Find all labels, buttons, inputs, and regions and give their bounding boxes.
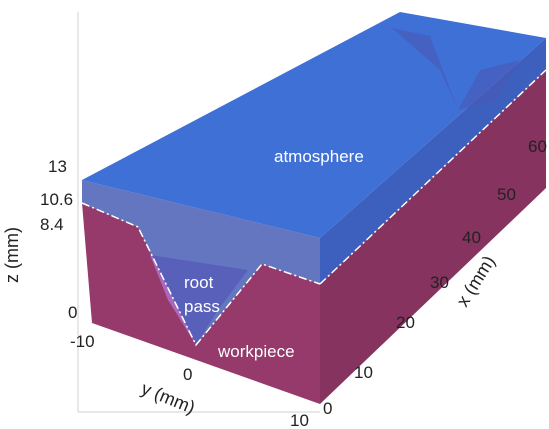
- x-tick-30: 30: [430, 273, 449, 292]
- z-tick-10-6: 10.6: [40, 190, 73, 209]
- root-pass-label-line1: root: [184, 273, 214, 292]
- groove-profile-right: [319, 69, 547, 285]
- z-tick-13: 13: [48, 157, 67, 176]
- x-tick-0: 0: [323, 399, 332, 418]
- z-tick-0: 0: [68, 303, 77, 322]
- atmosphere-top-face: [82, 12, 546, 238]
- x-tick-40: 40: [462, 228, 481, 247]
- z-tick-8-4: 8.4: [40, 215, 64, 234]
- y-tick-10: 10: [290, 411, 309, 429]
- workpiece-label: workpiece: [217, 342, 295, 361]
- workpiece-right-face: [320, 70, 546, 404]
- y-tick-neg10: -10: [70, 332, 95, 351]
- x-tick-50: 50: [497, 185, 516, 204]
- z-axis-title: z (mm): [2, 227, 22, 283]
- x-tick-10: 10: [354, 363, 373, 382]
- atmosphere-label: atmosphere: [274, 147, 364, 166]
- root-pass-label-line2: pass: [184, 297, 220, 316]
- groove-top-shading: [392, 28, 520, 110]
- y-tick-0: 0: [183, 365, 192, 384]
- x-tick-60: 60: [528, 137, 547, 156]
- x-tick-20: 20: [396, 313, 415, 332]
- atmosphere-front-face: [82, 180, 320, 345]
- workpiece-front-face: [82, 203, 320, 404]
- groove-profile-front: [81, 202, 321, 347]
